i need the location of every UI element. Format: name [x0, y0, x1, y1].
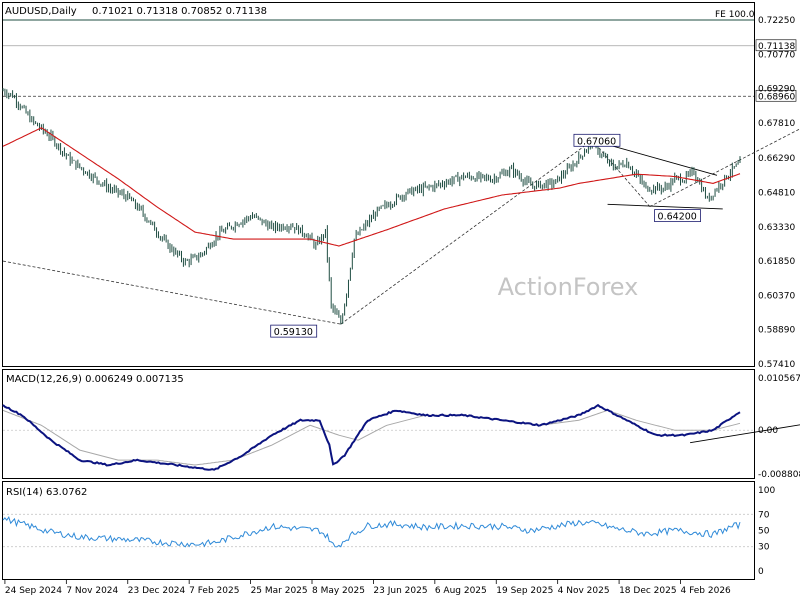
rsi-y-tick: 30 — [758, 543, 770, 553]
triangle-lower-line — [607, 203, 723, 210]
symbol-label: AUDUSD,Daily — [5, 6, 77, 17]
rsi-y-tick: 100 — [758, 486, 775, 496]
moving-average-line — [2, 127, 741, 247]
macd-y-tick: 0.010567 — [758, 374, 800, 384]
x-tick-label: 23 Jun 2025 — [373, 586, 427, 596]
price-y-tick: 0.72250 — [758, 16, 795, 26]
price-y-tick: 0.57410 — [758, 360, 795, 370]
rsi-panel — [2, 481, 755, 580]
fe100-label: FE 100.0 — [715, 10, 755, 20]
x-tick-label: 7 Nov 2024 — [66, 586, 118, 596]
ohlc-label: 0.71021 0.71318 0.70852 0.71138 — [92, 6, 267, 17]
rsi-y-tick: 50 — [758, 527, 770, 537]
last-price-tag: 0.71138 — [758, 42, 795, 52]
rsi-title: RSI(14) 63.0762 — [6, 487, 87, 498]
rsi-y-tick: 0 — [758, 567, 764, 577]
price-marker-label: 0.59130 — [274, 327, 313, 338]
macd-title: MACD(12,26,9) 0.006249 0.007135 — [6, 374, 184, 385]
price-marker-box — [654, 209, 701, 223]
lower-trend-line — [2, 260, 341, 325]
price-panel — [2, 2, 755, 367]
price-y-tick: 0.63330 — [758, 223, 795, 233]
rsi-line — [2, 516, 741, 548]
price-y-tick: 0.67810 — [758, 119, 795, 129]
x-tick-label: 25 Mar 2025 — [251, 586, 308, 596]
x-tick-label: 18 Dec 2025 — [619, 586, 677, 596]
price-y-tick: 0.70770 — [758, 50, 795, 60]
price-marker-box — [270, 324, 318, 338]
x-tick-label: 4 Nov 2025 — [558, 586, 610, 596]
watermark: ActionForex — [498, 273, 639, 301]
macd-y-tick: -0.008808 — [758, 470, 800, 480]
x-tick-label: 23 Dec 2024 — [128, 586, 186, 596]
rsi-y-tick: 70 — [758, 510, 770, 520]
x-tick-label: 4 Feb 2026 — [681, 586, 732, 596]
macd-y-tick: 0.00 — [758, 426, 778, 436]
price-y-tick: 0.58890 — [758, 326, 795, 336]
price-marker-box — [573, 133, 621, 147]
x-tick-label: 19 Sep 2025 — [496, 586, 553, 596]
price-y-tick: 0.69290 — [758, 85, 795, 95]
price-marker-label: 0.64200 — [658, 212, 697, 223]
macd-trend-line — [690, 424, 800, 444]
macd-line — [2, 403, 741, 471]
x-tick-label: 8 May 2025 — [312, 586, 365, 596]
macd-panel — [2, 369, 755, 479]
rally-leg-line — [340, 139, 593, 325]
macd-signal-line — [2, 409, 741, 466]
last-price-tag-box — [755, 39, 797, 52]
x-tick-label: 6 Aug 2025 — [435, 586, 487, 596]
price-y-tick: 0.64810 — [758, 188, 795, 198]
x-tick-label: 7 Feb 2025 — [189, 586, 239, 596]
level-tag-box — [755, 89, 797, 102]
price-y-tick: 0.66290 — [758, 154, 795, 164]
price-y-tick: 0.61850 — [758, 257, 795, 267]
price-marker-label: 0.67060 — [577, 136, 616, 147]
price-y-tick: 0.60370 — [758, 291, 795, 301]
x-tick-label: 24 Sep 2024 — [5, 586, 62, 596]
level-tag: 0.68960 — [758, 92, 795, 102]
